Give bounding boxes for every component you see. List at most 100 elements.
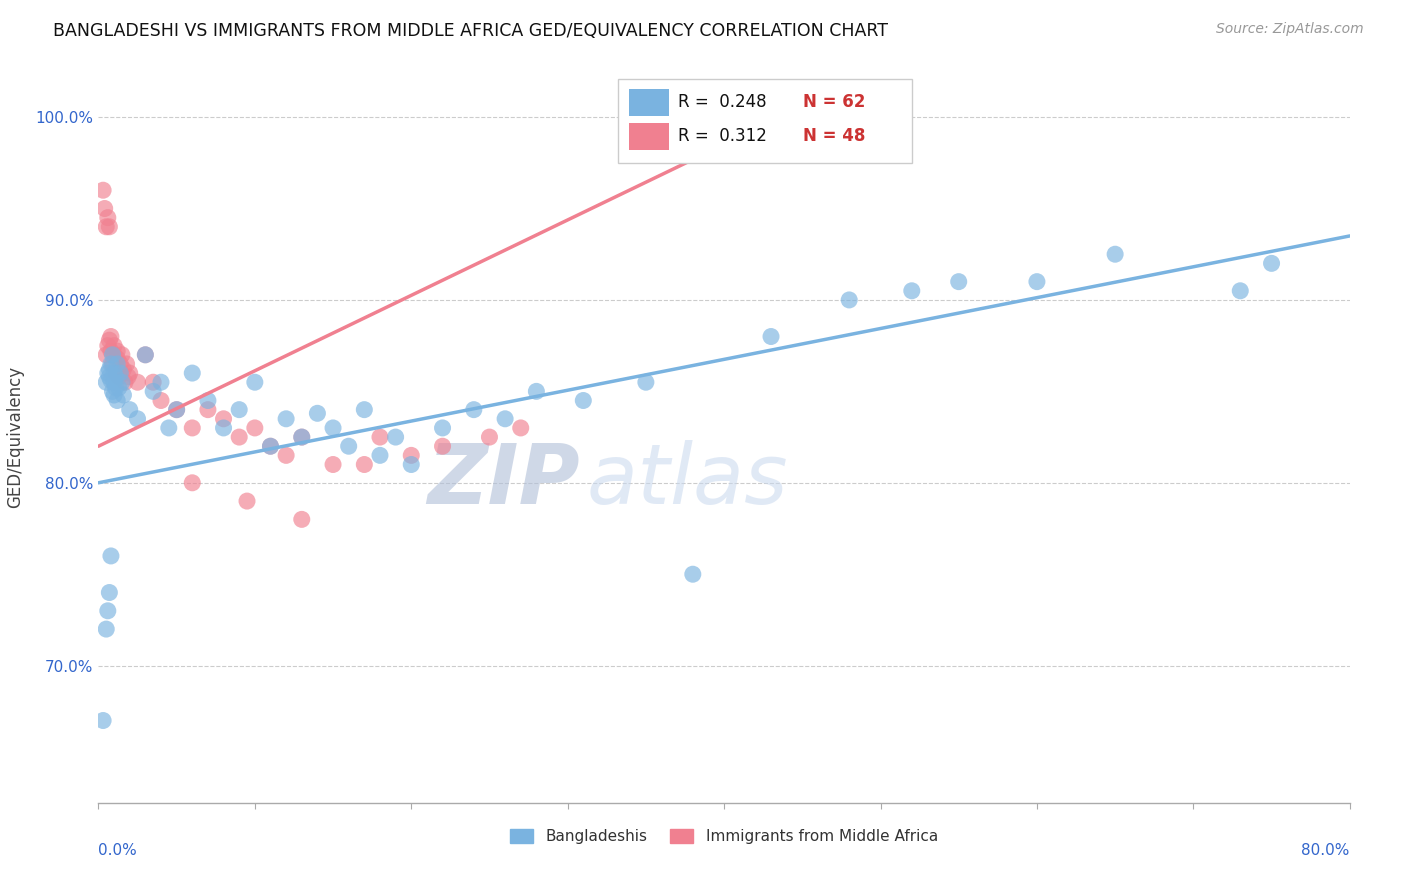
Point: [105, 393, 128, 408]
Point: [526, 384, 548, 399]
FancyBboxPatch shape: [628, 123, 669, 151]
Point: [115, 357, 138, 371]
Point: [142, 384, 165, 399]
Point: [1104, 247, 1126, 261]
Point: [197, 393, 219, 408]
Point: [166, 402, 188, 417]
Text: 80.0%: 80.0%: [1302, 843, 1350, 858]
Point: [98, 362, 121, 376]
Point: [322, 458, 344, 472]
Point: [103, 348, 125, 362]
Point: [401, 448, 423, 462]
Point: [98, 369, 121, 384]
Point: [91, 183, 114, 197]
Point: [100, 549, 122, 563]
Point: [100, 357, 122, 371]
Point: [103, 388, 125, 402]
Point: [104, 369, 127, 384]
Point: [212, 411, 235, 425]
Point: [98, 585, 121, 599]
Point: [97, 604, 120, 618]
Point: [838, 293, 860, 307]
Point: [368, 430, 391, 444]
Text: atlas: atlas: [586, 441, 789, 522]
Point: [463, 402, 485, 417]
Point: [337, 439, 360, 453]
Text: ZIP: ZIP: [427, 441, 581, 522]
Point: [127, 375, 149, 389]
Point: [401, 458, 423, 472]
Point: [228, 430, 250, 444]
Point: [432, 421, 454, 435]
Point: [103, 366, 125, 380]
Point: [110, 366, 132, 380]
Point: [236, 494, 259, 508]
Text: N = 48: N = 48: [803, 128, 865, 145]
Point: [307, 406, 329, 420]
Point: [1260, 256, 1282, 270]
Point: [181, 475, 204, 490]
Point: [353, 458, 375, 472]
Point: [104, 366, 127, 380]
Point: [634, 375, 657, 389]
Point: [97, 338, 120, 352]
Point: [759, 329, 782, 343]
Point: [127, 411, 149, 425]
Point: [103, 338, 125, 352]
Point: [101, 384, 124, 399]
Point: [322, 421, 344, 435]
Point: [150, 393, 173, 408]
FancyBboxPatch shape: [628, 89, 669, 116]
Point: [259, 439, 281, 453]
Point: [166, 402, 188, 417]
Point: [291, 430, 314, 444]
Point: [107, 369, 129, 384]
Point: [509, 421, 531, 435]
Text: BANGLADESHI VS IMMIGRANTS FROM MIDDLE AFRICA GED/EQUIVALENCY CORRELATION CHART: BANGLADESHI VS IMMIGRANTS FROM MIDDLE AF…: [53, 22, 889, 40]
Point: [93, 202, 115, 216]
Point: [572, 393, 595, 408]
Point: [105, 351, 128, 366]
Point: [1026, 275, 1049, 289]
Point: [142, 375, 165, 389]
Point: [111, 375, 134, 389]
Point: [384, 430, 406, 444]
Point: [948, 275, 970, 289]
Point: [100, 329, 122, 343]
Point: [291, 430, 314, 444]
Point: [105, 344, 128, 359]
Point: [150, 375, 173, 389]
Point: [157, 421, 180, 435]
Point: [259, 439, 281, 453]
Point: [98, 333, 121, 347]
Point: [112, 362, 135, 376]
Point: [478, 430, 501, 444]
Point: [104, 381, 127, 395]
Point: [181, 366, 204, 380]
Point: [105, 357, 128, 371]
Text: 0.0%: 0.0%: [98, 843, 138, 858]
Point: [98, 219, 121, 234]
Point: [353, 402, 375, 417]
Point: [291, 512, 314, 526]
Point: [181, 421, 204, 435]
Point: [197, 402, 219, 417]
Point: [118, 366, 141, 380]
Point: [900, 284, 922, 298]
Point: [96, 622, 118, 636]
Point: [682, 567, 704, 582]
Point: [100, 373, 122, 387]
Point: [114, 375, 136, 389]
Point: [96, 219, 118, 234]
Text: N = 62: N = 62: [803, 93, 865, 112]
Point: [97, 211, 120, 225]
Point: [97, 366, 120, 380]
Point: [91, 714, 114, 728]
Point: [110, 357, 132, 371]
Point: [101, 348, 124, 362]
Point: [432, 439, 454, 453]
Point: [274, 411, 298, 425]
FancyBboxPatch shape: [617, 78, 911, 163]
Point: [494, 411, 516, 425]
Point: [274, 448, 298, 462]
